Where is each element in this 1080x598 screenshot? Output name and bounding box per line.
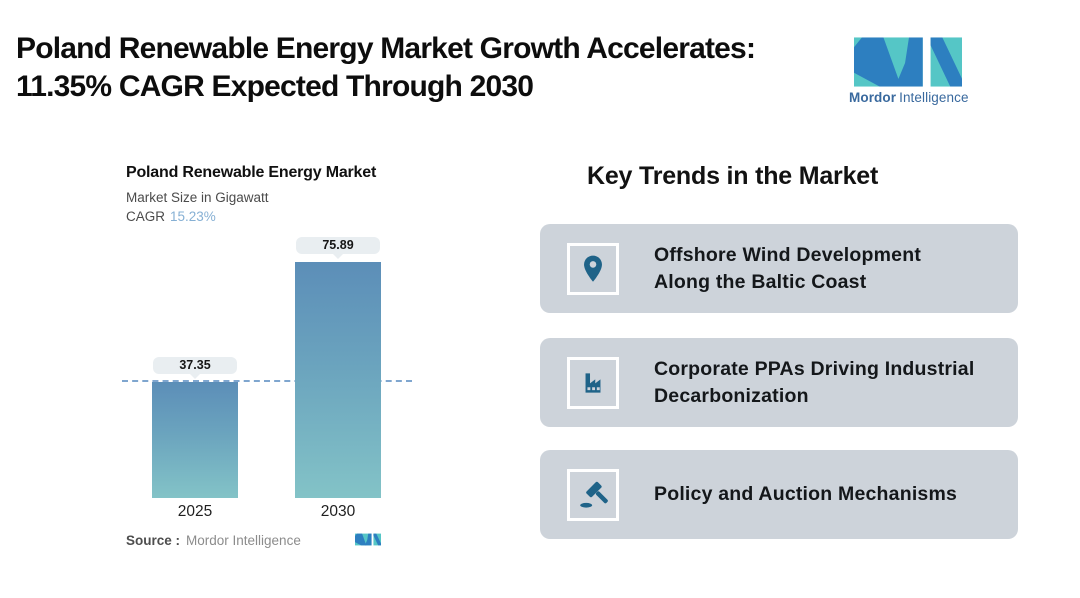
- brand-wordmark: Mordor Intelligence: [849, 90, 969, 105]
- trend-line: Corporate PPAs Driving Industrial: [654, 357, 975, 380]
- trend-text: Offshore Wind Development Along the Balt…: [654, 242, 921, 296]
- chart-title: Poland Renewable Energy Market: [126, 164, 377, 181]
- brand-name-regular: Intelligence: [899, 90, 969, 105]
- page-title-line2: 11.35% CAGR Expected Through 2030: [16, 70, 534, 103]
- page-title: Poland Renewable Energy Market Growth Ac…: [16, 30, 756, 106]
- reference-dashed-line: [122, 380, 412, 382]
- chart-subtitle: Market Size in Gigawatt: [126, 190, 269, 205]
- cagr-value: 15.23%: [170, 209, 216, 224]
- icon-tile: [567, 468, 619, 521]
- chart-cagr-row: CAGR 15.23%: [126, 209, 216, 224]
- icon-tile: [567, 356, 619, 409]
- x-axis-label-2025: 2025: [177, 503, 213, 520]
- icon-tile: [567, 242, 619, 295]
- bar-chart: 37.35 75.89: [122, 230, 412, 498]
- mordor-intelligence-logo: Mordor Intelligence: [849, 37, 969, 105]
- source-row: Source : Mordor Intelligence: [126, 533, 301, 548]
- trend-line: Offshore Wind Development: [654, 243, 922, 266]
- page-title-line1: Poland Renewable Energy Market Growth Ac…: [16, 32, 756, 65]
- bar-group-2030: 75.89: [295, 230, 381, 498]
- trend-line: Along the Baltic Coast: [654, 270, 867, 293]
- x-axis-label-2030: 2030: [320, 503, 356, 520]
- trend-card-offshore-wind: Offshore Wind Development Along the Balt…: [540, 224, 1018, 313]
- trend-line: Policy and Auction Mechanisms: [654, 483, 958, 505]
- bar-2025: [152, 382, 238, 498]
- bar-group-2025: 37.35: [152, 230, 238, 498]
- mordor-logo-mini-mark-icon: [355, 533, 381, 546]
- trends-heading: Key Trends in the Market: [587, 162, 879, 190]
- location-pin-icon: [584, 255, 602, 282]
- mordor-logo-mark-icon: [854, 37, 962, 87]
- trend-text: Policy and Auction Mechanisms: [654, 481, 957, 508]
- gavel-icon: [580, 481, 608, 508]
- value-label-2030: 75.89: [296, 237, 380, 259]
- trend-text: Corporate PPAs Driving Industrial Decarb…: [654, 356, 974, 410]
- trend-card-corporate-ppas: Corporate PPAs Driving Industrial Decarb…: [540, 338, 1018, 427]
- brand-name-bold: Mordor: [849, 90, 897, 105]
- trend-line: Decarbonization: [654, 384, 809, 407]
- trend-card-policy-auctions: Policy and Auction Mechanisms: [540, 450, 1018, 539]
- source-label: Source :: [126, 533, 181, 548]
- factory-icon: [585, 372, 601, 393]
- bar-2030: [295, 262, 381, 498]
- value-label-2025: 37.35: [153, 357, 237, 379]
- source-value: Mordor Intelligence: [186, 533, 301, 548]
- cagr-label: CAGR: [126, 209, 166, 224]
